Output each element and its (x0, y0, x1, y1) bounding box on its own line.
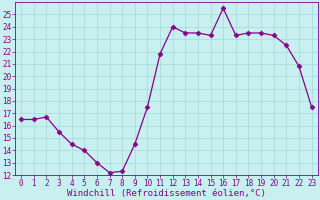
X-axis label: Windchill (Refroidissement éolien,°C): Windchill (Refroidissement éolien,°C) (67, 189, 266, 198)
